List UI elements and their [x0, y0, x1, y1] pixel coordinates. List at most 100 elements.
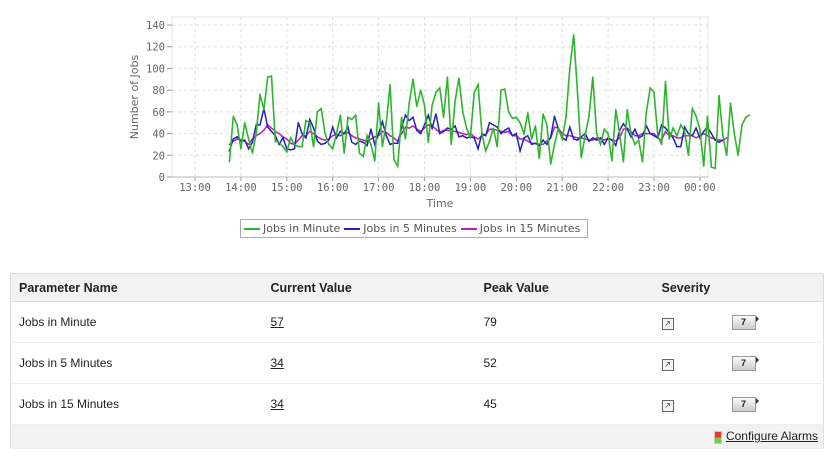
data-point [473, 137, 476, 139]
data-point [251, 152, 254, 154]
data-point [461, 111, 464, 113]
data-point [370, 138, 372, 140]
legend-item-15min: Jobs in 15 Minutes [460, 222, 580, 235]
data-point [351, 134, 353, 137]
data-point [408, 127, 411, 129]
data-point [373, 159, 376, 162]
data-point [679, 145, 682, 148]
data-point [282, 137, 284, 139]
data-point [473, 91, 476, 94]
data-point [561, 138, 563, 140]
severity-button[interactable]: 7 [731, 397, 759, 412]
data-point [416, 129, 418, 132]
table-row: Jobs in 5 Minutes 34 52 ↗ 7 [10, 342, 824, 384]
data-point [618, 132, 621, 135]
data-point [465, 127, 468, 129]
data-point [515, 116, 518, 119]
data-point [653, 132, 655, 135]
data-point [741, 124, 743, 126]
data-point [362, 139, 365, 141]
popup-icon[interactable]: ↗ [661, 399, 674, 412]
data-point [354, 137, 357, 139]
data-point [270, 130, 273, 133]
data-point [538, 157, 541, 160]
data-point [461, 132, 464, 135]
data-point [297, 139, 300, 141]
data-point [488, 121, 491, 124]
data-point [687, 134, 690, 137]
severity-button[interactable]: 7 [731, 356, 759, 371]
data-point [542, 113, 544, 115]
data-point [702, 165, 705, 167]
data-point [446, 127, 449, 129]
data-point [278, 143, 280, 146]
data-point [725, 154, 728, 157]
data-point [343, 152, 345, 154]
data-point [328, 139, 330, 141]
data-point [546, 124, 548, 126]
chart-legend: Jobs in Minute Jobs in 5 Minutes Jobs in… [240, 219, 589, 238]
data-point [408, 102, 411, 104]
header-current-value: Current Value [262, 273, 476, 302]
data-point [530, 138, 533, 140]
peak-value: 52 [475, 342, 654, 384]
data-point [450, 143, 453, 146]
data-point [458, 131, 460, 134]
data-point [266, 76, 269, 78]
data-point [439, 132, 441, 135]
data-point [435, 91, 437, 94]
data-point [488, 140, 491, 142]
data-point [569, 126, 571, 128]
table-header: Parameter Name Current Value Peak Value … [10, 273, 824, 302]
data-point [660, 143, 663, 146]
data-point [477, 83, 479, 86]
data-point [419, 89, 422, 91]
data-point [519, 121, 521, 124]
data-point [645, 111, 648, 113]
data-point [396, 142, 399, 145]
data-point [458, 136, 460, 138]
data-point [232, 115, 235, 117]
data-point [683, 126, 686, 128]
alarm-light-icon [713, 430, 722, 444]
data-point [614, 108, 617, 111]
peak-value: 45 [475, 383, 654, 425]
data-point [389, 143, 391, 146]
data-point [404, 114, 407, 116]
data-point [335, 132, 338, 135]
data-point [637, 137, 640, 139]
x-tick-label: 14:00 [225, 182, 257, 194]
data-point [461, 134, 464, 137]
data-point [427, 141, 430, 144]
data-point [634, 143, 636, 146]
x-axis-label: Time [426, 197, 454, 210]
data-point [373, 136, 376, 138]
x-tick-label: 00:00 [684, 182, 716, 194]
data-point [358, 138, 361, 140]
y-tick-label: 80 [152, 85, 165, 97]
data-point [301, 132, 303, 135]
x-tick-label: 23:00 [638, 182, 670, 194]
data-point [607, 132, 609, 135]
data-point [435, 113, 437, 115]
popup-icon[interactable]: ↗ [661, 317, 674, 330]
parameter-name: Jobs in Minute [10, 301, 263, 343]
data-point [358, 152, 361, 154]
data-point [354, 143, 357, 146]
current-value-link[interactable]: 34 [270, 397, 284, 411]
data-point [592, 137, 594, 139]
severity-button[interactable]: 7 [731, 315, 759, 330]
x-tick-label: 15:00 [271, 182, 303, 194]
popup-icon[interactable]: ↗ [661, 358, 674, 371]
data-point [316, 140, 319, 142]
data-point [243, 139, 246, 141]
current-value-link[interactable]: 34 [270, 356, 284, 370]
configure-alarms-link[interactable]: Configure Alarms [725, 429, 818, 444]
data-point [339, 134, 342, 137]
header-parameter-name: Parameter Name [10, 273, 263, 302]
data-point [565, 139, 567, 141]
data-point [626, 108, 629, 111]
current-value-link[interactable]: 57 [270, 315, 284, 329]
data-point [366, 144, 368, 147]
data-point [427, 114, 430, 116]
